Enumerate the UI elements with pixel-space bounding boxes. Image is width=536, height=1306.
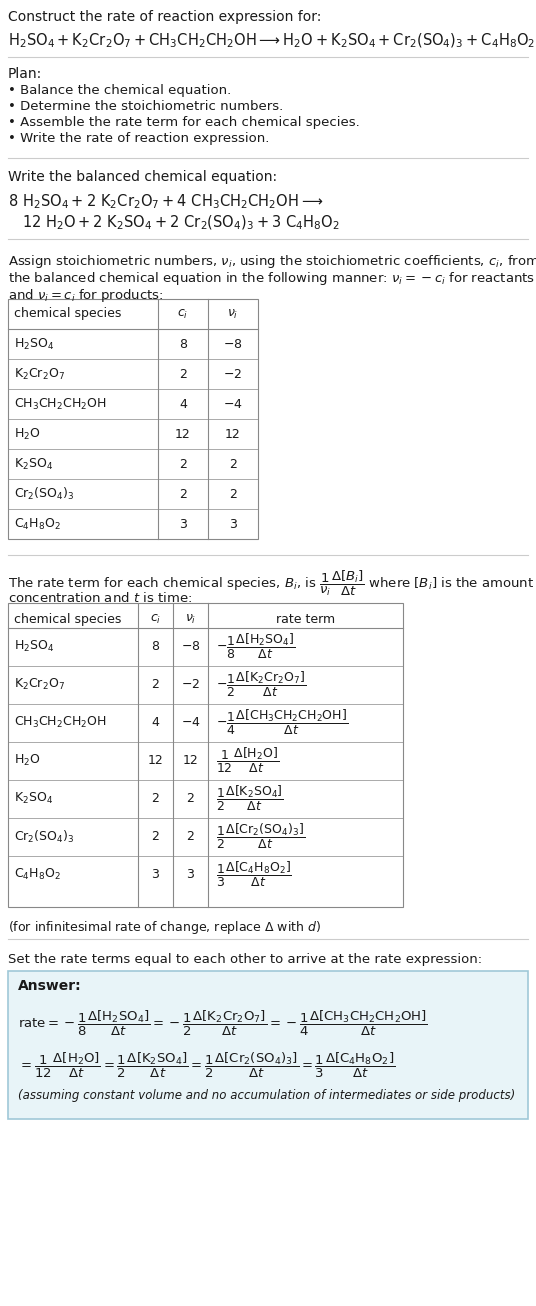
- Text: • Balance the chemical equation.: • Balance the chemical equation.: [8, 84, 231, 97]
- Text: $-8$: $-8$: [181, 640, 200, 653]
- Text: $= \dfrac{1}{12}\dfrac{\Delta[\mathrm{H_2O}]}{\Delta t} = \dfrac{1}{2}\dfrac{\De: $= \dfrac{1}{12}\dfrac{\Delta[\mathrm{H_…: [18, 1051, 395, 1080]
- Text: Construct the rate of reaction expression for:: Construct the rate of reaction expressio…: [8, 10, 322, 24]
- Text: rate term: rate term: [276, 613, 335, 626]
- Text: the balanced chemical equation in the following manner: $\nu_i = -c_i$ for react: the balanced chemical equation in the fo…: [8, 270, 535, 287]
- Text: 12: 12: [175, 427, 191, 440]
- Text: 2: 2: [179, 367, 187, 380]
- Text: 2: 2: [187, 831, 195, 844]
- Text: $\mathrm{K_2Cr_2O_7}$: $\mathrm{K_2Cr_2O_7}$: [14, 677, 65, 692]
- Text: 12: 12: [147, 754, 163, 767]
- Text: $\dfrac{1}{2}\dfrac{\Delta[\mathrm{K_2SO_4}]}{\Delta t}$: $\dfrac{1}{2}\dfrac{\Delta[\mathrm{K_2SO…: [216, 784, 284, 814]
- Text: $\mathrm{12\ H_2O + 2\ K_2SO_4 + 2\ Cr_2(SO_4)_3 + 3\ C_4H_8O_2}$: $\mathrm{12\ H_2O + 2\ K_2SO_4 + 2\ Cr_2…: [22, 214, 340, 232]
- Text: Write the balanced chemical equation:: Write the balanced chemical equation:: [8, 170, 277, 184]
- Text: $-\dfrac{1}{4}\dfrac{\Delta[\mathrm{CH_3CH_2CH_2OH}]}{\Delta t}$: $-\dfrac{1}{4}\dfrac{\Delta[\mathrm{CH_3…: [216, 708, 348, 737]
- Text: $\mathrm{C_4H_8O_2}$: $\mathrm{C_4H_8O_2}$: [14, 867, 61, 883]
- Text: 12: 12: [183, 754, 198, 767]
- Text: $\nu_i$: $\nu_i$: [185, 613, 196, 626]
- Bar: [8, 603, 403, 906]
- Text: $\dfrac{1}{12}\dfrac{\Delta[\mathrm{H_2O}]}{\Delta t}$: $\dfrac{1}{12}\dfrac{\Delta[\mathrm{H_2O…: [216, 746, 279, 776]
- Text: $\mathrm{CH_3CH_2CH_2OH}$: $\mathrm{CH_3CH_2CH_2OH}$: [14, 397, 107, 411]
- Text: 3: 3: [229, 517, 237, 530]
- Text: $\mathrm{8\ H_2SO_4 + 2\ K_2Cr_2O_7 + 4\ CH_3CH_2CH_2OH \longrightarrow}$: $\mathrm{8\ H_2SO_4 + 2\ K_2Cr_2O_7 + 4\…: [8, 192, 323, 210]
- Text: 2: 2: [229, 457, 237, 470]
- Text: 2: 2: [187, 793, 195, 806]
- Text: $-2$: $-2$: [224, 367, 243, 380]
- Text: Plan:: Plan:: [8, 67, 42, 81]
- Text: (assuming constant volume and no accumulation of intermediates or side products): (assuming constant volume and no accumul…: [18, 1089, 515, 1102]
- Text: Assign stoichiometric numbers, $\nu_i$, using the stoichiometric coefficients, $: Assign stoichiometric numbers, $\nu_i$, …: [8, 253, 536, 270]
- Text: 2: 2: [229, 487, 237, 500]
- Text: 2: 2: [152, 831, 159, 844]
- Text: 3: 3: [152, 868, 159, 882]
- Text: $\mathrm{CH_3CH_2CH_2OH}$: $\mathrm{CH_3CH_2CH_2OH}$: [14, 716, 107, 730]
- Text: and $\nu_i = c_i$ for products:: and $\nu_i = c_i$ for products:: [8, 287, 163, 304]
- Text: 4: 4: [152, 716, 159, 729]
- Text: 12: 12: [225, 427, 241, 440]
- Text: $\dfrac{1}{3}\dfrac{\Delta[\mathrm{C_4H_8O_2}]}{\Delta t}$: $\dfrac{1}{3}\dfrac{\Delta[\mathrm{C_4H_…: [216, 861, 292, 889]
- Text: Set the rate terms equal to each other to arrive at the rate expression:: Set the rate terms equal to each other t…: [8, 953, 482, 966]
- Text: $\mathrm{H_2O}$: $\mathrm{H_2O}$: [14, 427, 41, 441]
- Text: • Write the rate of reaction expression.: • Write the rate of reaction expression.: [8, 132, 270, 145]
- Text: • Assemble the rate term for each chemical species.: • Assemble the rate term for each chemic…: [8, 116, 360, 129]
- Text: 2: 2: [179, 487, 187, 500]
- Text: 4: 4: [179, 397, 187, 410]
- Text: 2: 2: [152, 678, 159, 691]
- Text: $\mathrm{H_2SO_4}$: $\mathrm{H_2SO_4}$: [14, 639, 54, 654]
- Text: 8: 8: [179, 337, 187, 350]
- Text: $c_i$: $c_i$: [177, 307, 189, 320]
- FancyBboxPatch shape: [8, 970, 528, 1119]
- Text: (for infinitesimal rate of change, replace $\Delta$ with $d$): (for infinitesimal rate of change, repla…: [8, 919, 321, 936]
- Text: • Determine the stoichiometric numbers.: • Determine the stoichiometric numbers.: [8, 101, 283, 114]
- Text: The rate term for each chemical species, $B_i$, is $\dfrac{1}{\nu_i}\dfrac{\Delt: The rate term for each chemical species,…: [8, 569, 534, 598]
- Text: concentration and $t$ is time:: concentration and $t$ is time:: [8, 592, 192, 605]
- Text: $\mathrm{K_2SO_4}$: $\mathrm{K_2SO_4}$: [14, 457, 53, 471]
- Text: 3: 3: [187, 868, 195, 882]
- Text: $\mathrm{C_4H_8O_2}$: $\mathrm{C_4H_8O_2}$: [14, 516, 61, 532]
- Text: $-4$: $-4$: [181, 716, 200, 729]
- Text: $\mathrm{K_2Cr_2O_7}$: $\mathrm{K_2Cr_2O_7}$: [14, 367, 65, 381]
- Text: $\dfrac{1}{2}\dfrac{\Delta[\mathrm{Cr_2(SO_4)_3}]}{\Delta t}$: $\dfrac{1}{2}\dfrac{\Delta[\mathrm{Cr_2(…: [216, 823, 306, 852]
- Text: $\mathrm{K_2SO_4}$: $\mathrm{K_2SO_4}$: [14, 791, 53, 806]
- Text: $\mathrm{rate} = -\dfrac{1}{8}\dfrac{\Delta[\mathrm{H_2SO_4}]}{\Delta t} = -\dfr: $\mathrm{rate} = -\dfrac{1}{8}\dfrac{\De…: [18, 1010, 428, 1038]
- Text: $-8$: $-8$: [223, 337, 243, 350]
- Text: $-\dfrac{1}{2}\dfrac{\Delta[\mathrm{K_2Cr_2O_7}]}{\Delta t}$: $-\dfrac{1}{2}\dfrac{\Delta[\mathrm{K_2C…: [216, 670, 306, 699]
- Text: $\mathrm{H_2SO_4 + K_2Cr_2O_7 + CH_3CH_2CH_2OH \longrightarrow H_2O + K_2SO_4 + : $\mathrm{H_2SO_4 + K_2Cr_2O_7 + CH_3CH_2…: [8, 33, 535, 51]
- Text: $\mathrm{Cr_2(SO_4)_3}$: $\mathrm{Cr_2(SO_4)_3}$: [14, 828, 75, 845]
- Text: $\mathrm{H_2O}$: $\mathrm{H_2O}$: [14, 754, 41, 768]
- Text: $\mathrm{H_2SO_4}$: $\mathrm{H_2SO_4}$: [14, 337, 54, 351]
- Text: $-4$: $-4$: [223, 397, 243, 410]
- Text: $-2$: $-2$: [181, 678, 200, 691]
- Text: chemical species: chemical species: [14, 307, 121, 320]
- Bar: [8, 299, 258, 539]
- Text: 2: 2: [152, 793, 159, 806]
- Text: 2: 2: [179, 457, 187, 470]
- Text: Answer:: Answer:: [18, 980, 81, 993]
- Text: $c_i$: $c_i$: [150, 613, 161, 626]
- Text: 8: 8: [152, 640, 160, 653]
- Text: $\nu_i$: $\nu_i$: [227, 307, 239, 320]
- Text: 3: 3: [179, 517, 187, 530]
- Text: $\mathrm{Cr_2(SO_4)_3}$: $\mathrm{Cr_2(SO_4)_3}$: [14, 486, 75, 502]
- Text: chemical species: chemical species: [14, 613, 121, 626]
- Text: $-\dfrac{1}{8}\dfrac{\Delta[\mathrm{H_2SO_4}]}{\Delta t}$: $-\dfrac{1}{8}\dfrac{\Delta[\mathrm{H_2S…: [216, 632, 295, 661]
